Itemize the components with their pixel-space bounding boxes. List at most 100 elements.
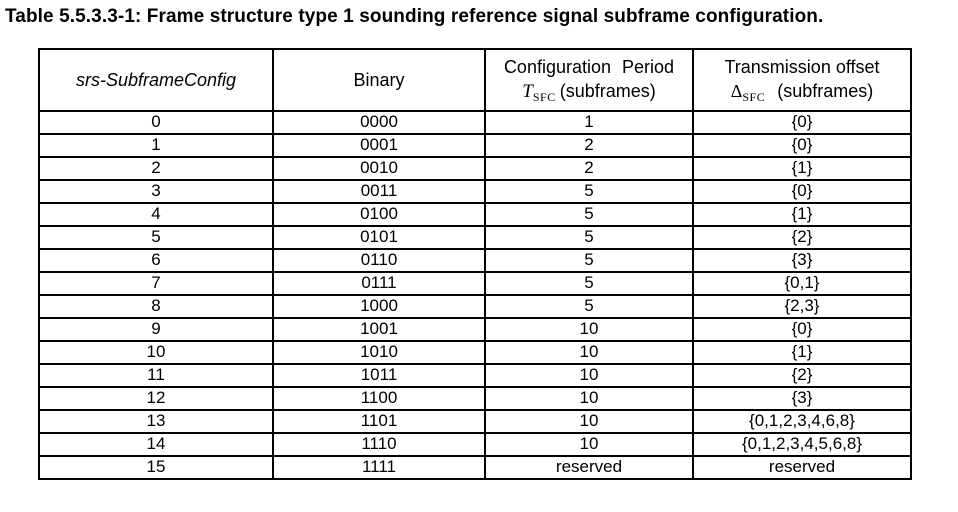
table-cell: 7 [38,271,274,296]
table-cell: 5 [484,271,694,296]
table-row: 7 0111 5 {0,1} [38,271,912,296]
table-cell: 4 [38,202,274,227]
table-cell: reserved [484,455,694,480]
table-cell: 1101 [272,409,486,434]
table-cell: 5 [484,179,694,204]
col-header-srs-subframeconfig: srs-SubframeConfig [38,48,274,112]
table-row: 2 0010 2 {1} [38,156,912,181]
table-cell: 1000 [272,294,486,319]
table-caption: Table 5.5.3.3-1: Frame structure type 1 … [5,6,824,27]
table-cell: 0 [38,110,274,135]
table-cell: 0100 [272,202,486,227]
table-cell: 3 [38,179,274,204]
table-cell: 1010 [272,340,486,365]
table-body: 0 0000 1 {0} 1 0001 2 {0} 2 0010 2 {1} 3 0011 5 {0} 4 010… [38,110,912,480]
col-header-transmission-offset: Transmission offset ΔSFC (subframes) [692,48,912,112]
table-cell: 1011 [272,363,486,388]
table-cell: 0011 [272,179,486,204]
table-cell: 0001 [272,133,486,158]
table-cell: 0000 [272,110,486,135]
table-cell: 5 [484,225,694,250]
table-cell: 10 [38,340,274,365]
table-cell: {2} [692,363,912,388]
table-cell: 6 [38,248,274,273]
table-row: 4 0100 5 {1} [38,202,912,227]
table-row: 8 1000 5 {2,3} [38,294,912,319]
srs-subframe-config-table: srs-SubframeConfig Binary Configuration … [38,48,912,480]
table-cell: 2 [38,156,274,181]
table-cell: {0} [692,317,912,342]
table-cell: {0,1,2,3,4,6,8} [692,409,912,434]
table-row: 3 0011 5 {0} [38,179,912,204]
t-symbol: T [522,80,533,102]
table-cell: {0} [692,110,912,135]
table-cell: 0110 [272,248,486,273]
table-row: 15 1111 reserved reserved [38,455,912,480]
table-cell: 1 [38,133,274,158]
delta-sfc-formula: ΔSFC (subframes) [695,80,909,105]
table-cell: 5 [484,294,694,319]
table-row: 14 1110 10 {0,1,2,3,4,5,6,8} [38,432,912,457]
table-cell: {0,1,2,3,4,5,6,8} [692,432,912,457]
table-cell: 14 [38,432,274,457]
col-header-binary-label: Binary [353,69,405,90]
table-cell: 9 [38,317,274,342]
table-row: 12 1100 10 {3} [38,386,912,411]
table-cell: 15 [38,455,274,480]
col-header-configuration-period: Configuration Period TSFC (subframes) [484,48,694,112]
table-cell: {1} [692,340,912,365]
table-cell: 5 [484,248,694,273]
table-row: 9 1001 10 {0} [38,317,912,342]
table-cell: 0010 [272,156,486,181]
table-cell: 1001 [272,317,486,342]
table-cell: 2 [484,156,694,181]
table-cell: 10 [484,340,694,365]
table-row: 10 1010 10 {1} [38,340,912,365]
table-row: 13 1101 10 {0,1,2,3,4,6,8} [38,409,912,434]
transmission-offset-label: Transmission offset [724,57,880,78]
table-cell: 10 [484,317,694,342]
tsfc-formula: TSFC (subframes) [487,80,691,105]
sfc-subscript: SFC [532,89,556,104]
table-cell: {1} [692,156,912,181]
subframes-unit: (subframes) [559,80,656,101]
table-cell: 5 [484,202,694,227]
subframes-unit: (subframes) [777,80,874,101]
table-cell: 10 [484,409,694,434]
table-cell: 11 [38,363,274,388]
header-row: srs-SubframeConfig Binary Configuration … [38,48,912,112]
table-row: 11 1011 10 {2} [38,363,912,388]
table-cell: 2 [484,133,694,158]
delta-symbol: Δ [730,80,743,101]
table-cell: 0101 [272,225,486,250]
table-cell: 5 [38,225,274,250]
table-cell: 13 [38,409,274,434]
col-header-binary: Binary [272,48,486,112]
table-cell: 12 [38,386,274,411]
table-cell: {3} [692,386,912,411]
table-cell: reserved [692,455,912,480]
table-cell: {0,1} [692,271,912,296]
table-row: 6 0110 5 {3} [38,248,912,273]
table-cell: {2,3} [692,294,912,319]
table-cell: {1} [692,202,912,227]
table-cell: {0} [692,133,912,158]
table-row: 5 0101 5 {2} [38,225,912,250]
table-header: srs-SubframeConfig Binary Configuration … [38,48,912,112]
table-row: 0 0000 1 {0} [38,110,912,135]
table-cell: 10 [484,386,694,411]
table-cell: 0111 [272,271,486,296]
table-cell: 1100 [272,386,486,411]
table-cell: {0} [692,179,912,204]
table-cell: 1110 [272,432,486,457]
table-cell: 1 [484,110,694,135]
table-cell: 1111 [272,455,486,480]
table-cell: {3} [692,248,912,273]
configuration-period-label: Configuration Period [503,57,675,78]
table-cell: 10 [484,363,694,388]
table-cell: {2} [692,225,912,250]
table-row: 1 0001 2 {0} [38,133,912,158]
sfc-subscript: SFC [742,89,766,104]
table-cell: 10 [484,432,694,457]
